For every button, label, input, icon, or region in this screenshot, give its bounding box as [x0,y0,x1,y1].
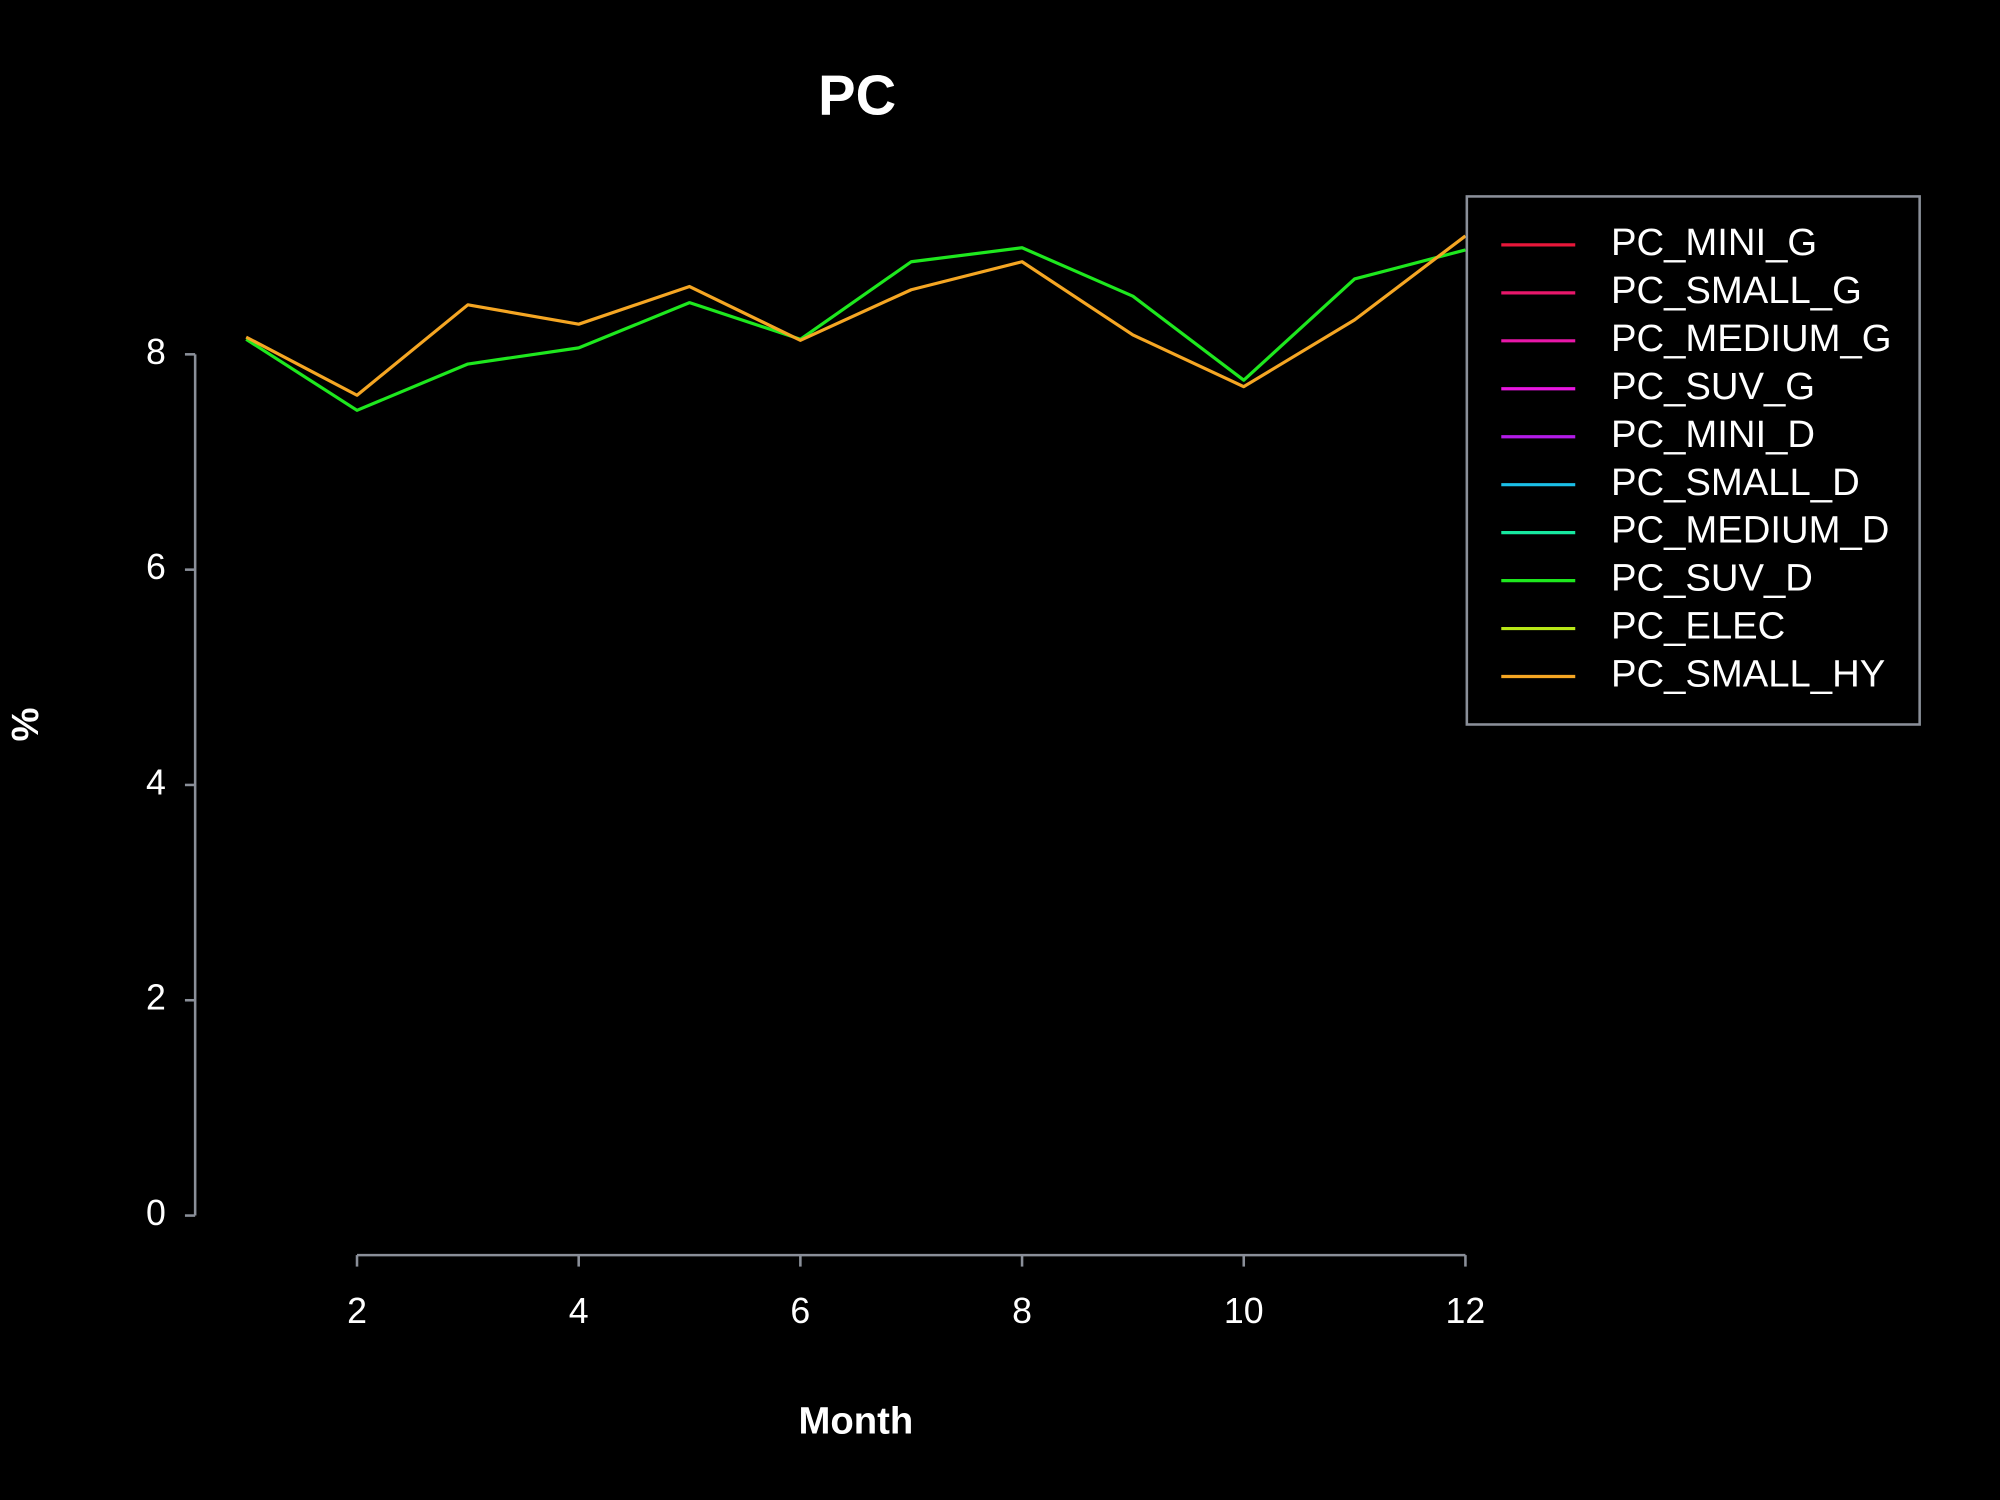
series-line [245,234,1467,397]
legend-label: PC_SMALL_HY [1611,653,1885,696]
legend-label: PC_MEDIUM_G [1611,317,1892,360]
y-tick-label: 4 [146,762,166,802]
legend-label: PC_ELEC [1611,605,1785,648]
x-tick-label: 2 [347,1291,367,1331]
series-line [245,246,1466,412]
x-tick-label: 4 [569,1291,589,1331]
y-tick-label: 2 [146,978,166,1018]
legend-label: PC_SMALL_D [1611,461,1860,504]
legend-label: PC_SMALL_G [1611,269,1862,312]
legend-label: PC_MEDIUM_D [1611,509,1889,552]
y-tick-label: 8 [146,332,166,372]
legend-label: PC_SUV_G [1611,365,1815,408]
y-axis-label: % [4,707,47,741]
x-tick-label: 8 [1012,1291,1032,1331]
chart-title: PC [818,63,896,126]
x-tick-label: 10 [1224,1291,1264,1331]
legend-box [1465,195,1921,726]
legend-label: PC_SUV_D [1611,557,1813,600]
x-tick-label: 6 [790,1291,810,1331]
x-axis-label: Month [799,1400,914,1443]
y-tick-label: 6 [146,547,166,587]
legend-label: PC_MINI_D [1611,413,1815,456]
legend: PC_MINI_G PC_SMALL_G PC_MEDIUM_G PC_SUV_G PC… [1465,195,1921,726]
legend-label: PC_MINI_G [1611,221,1817,264]
x-tick-label: 12 [1446,1291,1486,1331]
y-tick-label: 0 [146,1193,166,1233]
